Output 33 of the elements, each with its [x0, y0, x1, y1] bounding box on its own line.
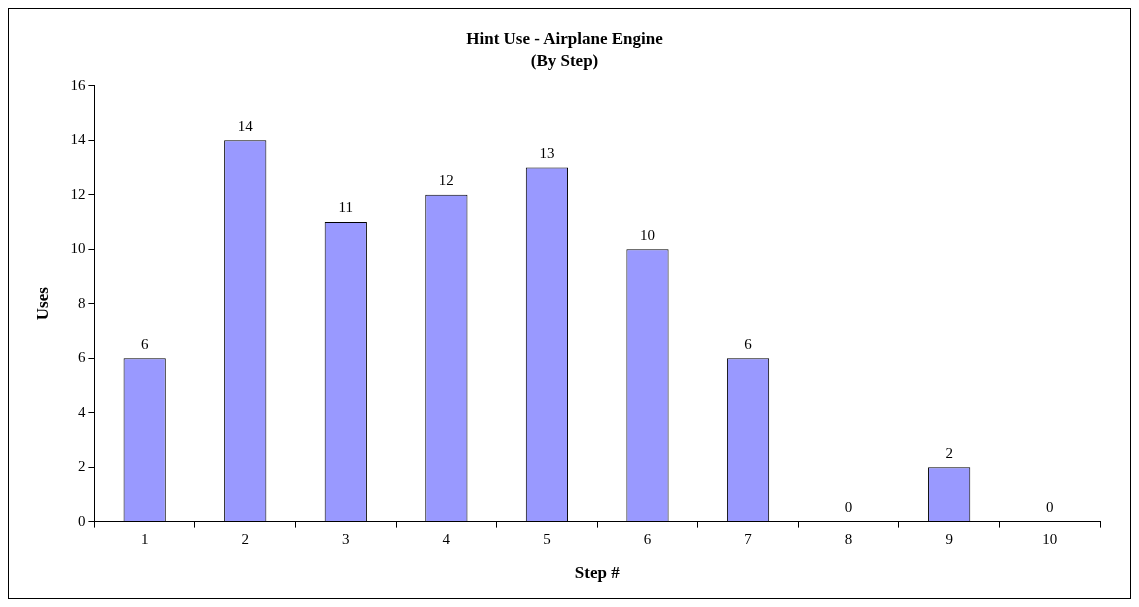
data-label: 6	[744, 335, 753, 352]
x-tick-label: 9	[945, 530, 953, 547]
y-tick-label: 10	[70, 240, 86, 257]
x-tick-label: 3	[342, 530, 350, 547]
data-label: 0	[1045, 499, 1054, 516]
data-label: 12	[438, 172, 454, 189]
y-tick-label: 16	[70, 76, 86, 93]
y-tick-label: 8	[77, 294, 86, 311]
y-tick-label: 6	[77, 349, 86, 366]
data-label: 2	[945, 444, 953, 461]
x-tick-label: 7	[744, 530, 753, 547]
data-label: 10	[639, 226, 655, 243]
x-axis-title: Step #	[574, 563, 621, 583]
y-tick-label: 12	[70, 185, 86, 202]
data-label: 14	[237, 117, 254, 134]
data-label: 6	[140, 335, 149, 352]
x-tick-label: 8	[844, 530, 853, 547]
y-tick-label: 14	[70, 131, 86, 148]
x-tick-label: 4	[442, 530, 451, 547]
y-tick-label: 2	[77, 458, 86, 475]
chart-subtitle: (By Step)	[530, 50, 599, 70]
y-tick-label: 4	[77, 403, 86, 420]
data-label: 13	[539, 144, 555, 161]
y-axis-title: Uses	[32, 286, 52, 321]
chart-title: Hint Use - Airplane Engine	[466, 28, 664, 48]
x-tick-label: 1	[140, 530, 149, 547]
x-tick-label: 10	[1042, 530, 1058, 547]
x-tick-label: 2	[241, 530, 249, 547]
y-tick-label: 0	[77, 512, 86, 529]
data-label: 11	[338, 199, 354, 216]
x-tick-label: 5	[543, 530, 551, 547]
data-label: 0	[844, 499, 853, 516]
x-tick-label: 6	[643, 530, 652, 547]
